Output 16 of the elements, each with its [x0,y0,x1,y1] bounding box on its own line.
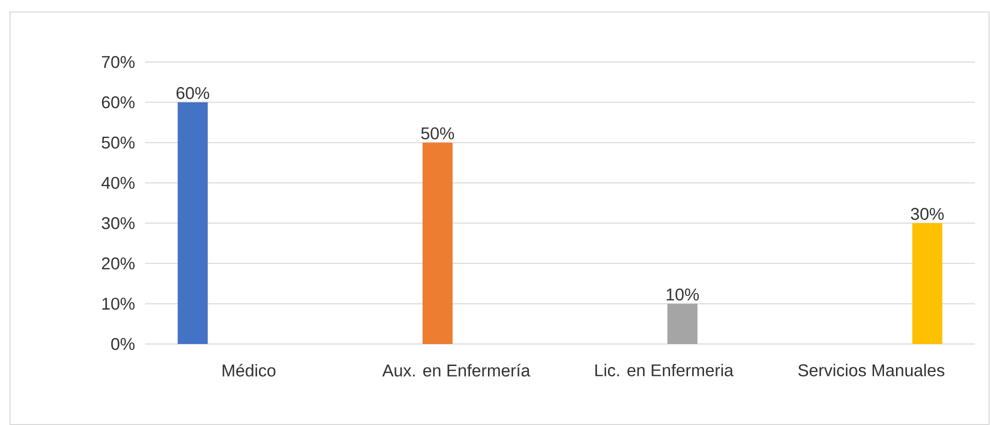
y-tick-label: 50% [102,136,135,149]
data-label: 60% [176,87,210,100]
x-tick-label: Aux. en Enfermería [382,364,530,377]
y-tick-label: 70% [102,56,135,68]
x-tick-label: Servicios Manuales [798,364,944,376]
data-label: 10% [666,288,699,301]
y-tick-label: 60% [102,96,135,108]
y-tick-label: 30% [102,217,135,230]
data-label: 50% [421,127,454,140]
x-tick-label: Lic. en Enfermeria [595,364,734,376]
data-label: 30% [910,208,944,220]
y-tick-label: 10% [102,298,135,310]
y-tick-label: 20% [102,257,135,270]
x-tick-label: Médico [222,364,276,377]
y-tick-label: 0% [111,338,135,350]
y-tick-label: 40% [102,176,135,189]
